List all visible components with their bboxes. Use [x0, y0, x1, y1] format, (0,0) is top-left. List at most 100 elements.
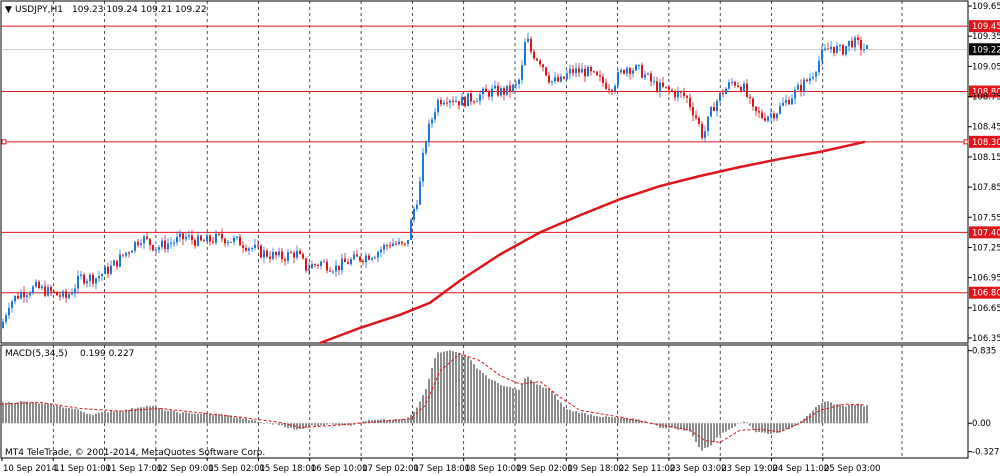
candle-bear — [860, 40, 862, 50]
macd-bar — [554, 394, 556, 424]
macd-bar — [194, 413, 196, 424]
macd-bar — [476, 368, 478, 424]
macd-bar — [302, 423, 304, 429]
candle-bull — [704, 131, 706, 138]
moving-average-line — [319, 140, 866, 345]
candle-bear — [146, 236, 148, 239]
candle-bear — [338, 265, 340, 271]
macd-bar — [602, 416, 604, 424]
macd-bar — [422, 394, 424, 424]
candle-bull — [377, 252, 379, 258]
candle-bear — [665, 86, 667, 88]
candle-bull — [581, 68, 583, 73]
candle-bull — [425, 141, 427, 153]
macd-bar — [260, 422, 262, 424]
macd-bar — [569, 409, 571, 424]
macd-bar — [407, 417, 409, 424]
macd-bar — [674, 423, 676, 429]
candle-bull — [494, 85, 496, 89]
macd-bar — [551, 390, 553, 424]
macd-bar — [446, 350, 448, 424]
candle-bear — [347, 262, 349, 265]
candle-bull — [176, 236, 178, 243]
candle-bull — [527, 38, 529, 43]
candle-bear — [326, 261, 328, 271]
candle-bull — [797, 84, 799, 90]
candle-bear — [245, 247, 247, 251]
candle-bear — [122, 254, 124, 256]
candle-bear — [284, 259, 286, 261]
macd-bar — [185, 412, 187, 424]
macd-bar — [68, 407, 70, 424]
macd-bar — [677, 423, 679, 430]
macd-bar — [641, 421, 643, 424]
candle-bear — [758, 111, 760, 113]
candle-bull — [587, 66, 589, 77]
macd-bar — [299, 423, 301, 429]
candle-bull — [644, 74, 646, 78]
candle-bull — [830, 46, 832, 50]
macd-bar — [86, 413, 88, 424]
macd-bar — [164, 410, 166, 424]
candle-bear — [17, 295, 19, 299]
candle-bear — [128, 252, 130, 254]
menu-arrow-icon[interactable]: ▼ — [5, 5, 12, 15]
candle-bear — [116, 260, 118, 267]
candle-bull — [812, 76, 814, 79]
candle-bull — [716, 100, 718, 111]
candle-bull — [308, 268, 310, 271]
candle-bull — [20, 291, 22, 299]
candle-bear — [623, 69, 625, 74]
macd-bar — [767, 423, 769, 434]
candle-bear — [668, 86, 670, 90]
macd-bar — [791, 423, 793, 427]
candle-bear — [761, 112, 763, 118]
macd-bar — [146, 405, 148, 424]
candle-bull — [158, 247, 160, 250]
price-tick-label: 106.95 — [972, 274, 1000, 284]
candle-bull — [263, 250, 265, 258]
candle-bear — [386, 245, 388, 247]
candle-bull — [74, 288, 76, 293]
macd-bar — [773, 423, 775, 433]
horizontal-levels[interactable]: 109.45 108.80 108.30 107.40 106.80 109.22 — [1, 20, 1000, 299]
candle-bear — [44, 286, 46, 296]
candle-bear — [152, 245, 154, 251]
candle-bear — [440, 99, 442, 105]
macd-bar — [836, 404, 838, 424]
time-tick-label: 24 Sep 11:00 — [773, 464, 830, 474]
macd-bar — [62, 407, 64, 424]
candle-bull — [620, 69, 622, 73]
macd-bar — [335, 423, 337, 425]
macd-bar — [830, 402, 832, 424]
candle-bear — [458, 101, 460, 106]
macd-bar — [314, 423, 316, 426]
candle-bear — [752, 98, 754, 107]
macd-axis: 0.835 0.00 -0.327 — [968, 347, 999, 458]
macd-bar — [203, 413, 205, 424]
macd-bar — [812, 410, 814, 424]
candle-bear — [650, 73, 652, 82]
macd-bar — [155, 406, 157, 424]
candle-bull — [26, 295, 28, 298]
candle-bear — [242, 245, 244, 248]
macd-bar — [104, 411, 106, 424]
candle-bear — [299, 250, 301, 255]
candle-bear — [191, 235, 193, 241]
macd-bar — [254, 420, 256, 424]
price-tick-label: 106.65 — [972, 304, 1000, 314]
macd-bar — [152, 405, 154, 424]
macd-bar — [704, 423, 706, 448]
candle-bear — [257, 244, 259, 246]
candle-bull — [653, 81, 655, 83]
time-tick-label: 17 Sep 02:00 — [362, 464, 419, 474]
candle-bear — [689, 97, 691, 108]
macd-bar — [533, 381, 535, 424]
candle-bear — [221, 233, 223, 239]
macd-bar — [500, 385, 502, 424]
level-price-label: 107.40 — [972, 228, 1000, 238]
candle-bear — [545, 67, 547, 76]
